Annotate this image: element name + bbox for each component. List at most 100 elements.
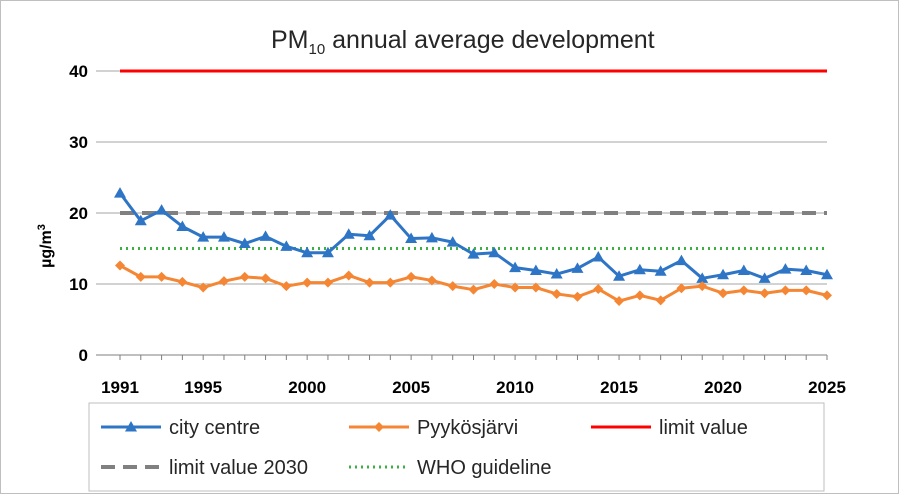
data-point-city-centre-2017 (654, 265, 667, 276)
data-point-pyyk-sj-rvi-2003 (364, 277, 375, 288)
data-point-pyyk-sj-rvi-2022 (759, 288, 770, 299)
data-point-pyyk-sj-rvi-2000 (302, 277, 313, 288)
data-point-city-centre-2001 (321, 246, 334, 258)
data-point-city-centre-2013 (571, 262, 584, 273)
data-point-city-centre-2021 (737, 264, 750, 276)
x-tick-label-2025: 2025 (808, 378, 846, 397)
legend-item-limit-value: limit value (591, 417, 748, 439)
data-point-city-centre-1996 (217, 231, 230, 242)
y-tick-label-20: 20 (69, 204, 88, 223)
data-point-city-centre-2012 (550, 268, 563, 279)
data-point-city-centre-2024 (800, 264, 813, 276)
data-point-pyyk-sj-rvi-2011 (530, 282, 541, 293)
legend-item-pyyk-sj-rvi: Pyykösjärvi (349, 417, 518, 439)
y-axis-label-superscript: 3 (36, 224, 48, 230)
data-point-city-centre-2015 (613, 270, 626, 281)
chart-title: PM10 annual average development (271, 26, 655, 58)
x-tick-label-2020: 2020 (704, 378, 742, 397)
data-point-pyyk-sj-rvi-2015 (614, 296, 625, 307)
data-point-city-centre-2003 (363, 229, 376, 241)
data-point-pyyk-sj-rvi-2016 (634, 290, 645, 301)
legend-marker-pyyk-sj-rvi (374, 422, 384, 432)
legend: city centre Pyykösjärvi limit value limit v… (88, 402, 825, 492)
data-point-pyyk-sj-rvi-2024 (801, 285, 812, 296)
data-point-city-centre-2007 (446, 236, 459, 247)
data-point-pyyk-sj-rvi-2012 (551, 288, 562, 299)
data-point-pyyk-sj-rvi-2008 (468, 284, 479, 295)
x-tick-label-2000: 2000 (288, 378, 326, 397)
y-axis-label-main: µg/m (38, 230, 55, 268)
data-point-pyyk-sj-rvi-1991 (115, 260, 125, 271)
data-point-pyyk-sj-rvi-2021 (738, 285, 749, 296)
legend-label-limit-value-2030: limit value 2030 (169, 457, 308, 479)
data-point-city-centre-1991 (114, 187, 126, 198)
legend-item-city-centre: city centre (101, 417, 260, 439)
data-point-city-centre-2010 (509, 261, 522, 273)
data-point-pyyk-sj-rvi-1999 (281, 281, 292, 292)
data-point-city-centre-2020 (717, 268, 730, 280)
data-point-city-centre-2014 (592, 251, 605, 262)
data-point-city-centre-2000 (301, 246, 314, 258)
x-tick-label-1995: 1995 (184, 378, 222, 397)
legend-label-pyyk-sj-rvi: Pyykösjärvi (417, 417, 518, 439)
series-city-centre (114, 187, 833, 283)
axis-layer: 0 10 20 30 40 1991 1995 2000 2005 2010 2015 2020 202… (69, 62, 846, 397)
x-tick-label-1991: 1991 (101, 378, 139, 397)
chart-title-rest: annual average development (325, 26, 654, 54)
data-point-pyyk-sj-rvi-1997 (239, 271, 250, 282)
data-point-city-centre-2008 (467, 248, 480, 259)
data-point-city-centre-2016 (633, 263, 646, 275)
data-point-pyyk-sj-rvi-2009 (489, 279, 500, 289)
x-tick-label-2005: 2005 (392, 378, 430, 397)
data-point-city-centre-2006 (425, 231, 438, 243)
data-point-pyyk-sj-rvi-2014 (593, 283, 604, 294)
data-point-city-centre-2022 (758, 272, 771, 283)
data-point-city-centre-2009 (488, 246, 501, 258)
data-point-pyyk-sj-rvi-2004 (385, 277, 396, 288)
y-tick-label-40: 40 (69, 62, 88, 81)
data-point-pyyk-sj-rvi-1992 (135, 271, 146, 282)
data-point-city-centre-1999 (280, 240, 293, 251)
y-tick-label-30: 30 (69, 133, 88, 152)
data-point-city-centre-2005 (405, 232, 418, 244)
legend-label-who-guideline: WHO guideline (417, 457, 552, 479)
data-point-pyyk-sj-rvi-2020 (718, 288, 729, 299)
x-tick-label-2015: 2015 (600, 378, 638, 397)
series-layer (114, 69, 833, 307)
legend-label-city-centre: city centre (169, 417, 260, 439)
chart-title-main: PM (271, 26, 309, 54)
y-tick-label-10: 10 (69, 275, 88, 294)
data-point-city-centre-2011 (529, 264, 542, 276)
chart-title-subscript: 10 (309, 41, 326, 58)
legend-label-limit-value: limit value (659, 417, 748, 439)
data-point-city-centre-2019 (696, 272, 709, 283)
data-point-city-centre-2023 (779, 263, 792, 274)
data-point-city-centre-1995 (197, 231, 210, 242)
data-point-city-centre-1997 (238, 237, 251, 249)
data-point-pyyk-sj-rvi-2025 (822, 290, 832, 301)
data-point-city-centre-2018 (675, 254, 688, 266)
data-point-pyyk-sj-rvi-1993 (156, 271, 167, 282)
legend-marker-city-centre (125, 421, 137, 432)
x-tick-label-2010: 2010 (496, 378, 534, 397)
data-point-pyyk-sj-rvi-1995 (198, 282, 209, 293)
data-point-city-centre-1998 (259, 230, 272, 241)
data-point-city-centre-2025 (821, 268, 833, 280)
series-pyyk-sj-rvi (115, 260, 832, 307)
data-point-pyyk-sj-rvi-2010 (510, 282, 521, 293)
data-point-pyyk-sj-rvi-2018 (676, 283, 687, 294)
legend-items: city centre Pyykösjärvi limit value limit v… (101, 417, 748, 479)
data-point-pyyk-sj-rvi-2002 (343, 270, 354, 281)
data-point-pyyk-sj-rvi-1998 (260, 273, 271, 284)
data-point-pyyk-sj-rvi-2017 (655, 295, 666, 306)
data-point-pyyk-sj-rvi-2007 (447, 281, 458, 292)
legend-item-who-guideline: WHO guideline (349, 457, 552, 479)
y-axis-label: µg/m3 (36, 224, 55, 268)
data-point-pyyk-sj-rvi-2019 (697, 281, 708, 292)
data-point-city-centre-2002 (342, 228, 355, 239)
data-point-pyyk-sj-rvi-2013 (572, 291, 583, 302)
data-point-city-centre-2004 (384, 209, 397, 220)
data-point-pyyk-sj-rvi-2001 (322, 277, 333, 288)
legend-box (88, 402, 825, 492)
